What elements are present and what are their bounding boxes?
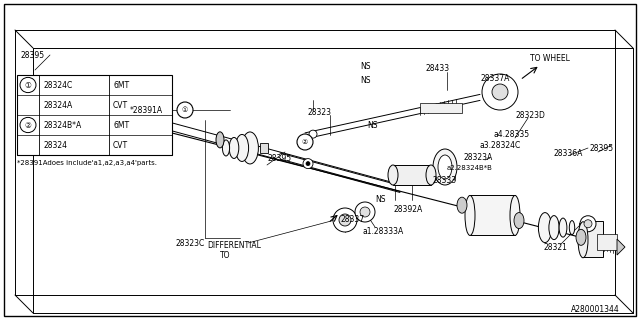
Bar: [583, 221, 603, 257]
Ellipse shape: [242, 132, 259, 164]
Text: NS: NS: [360, 61, 371, 70]
Text: 28395: 28395: [267, 154, 291, 163]
Text: ①: ①: [24, 81, 31, 90]
Ellipse shape: [388, 165, 398, 185]
Bar: [260, 143, 268, 153]
Ellipse shape: [465, 196, 475, 236]
Bar: [17, 75, 172, 155]
Text: a1.28333A: a1.28333A: [362, 228, 403, 236]
Text: *28391Adoes include'a1,a2,a3,a4'parts.: *28391Adoes include'a1,a2,a3,a4'parts.: [17, 160, 157, 166]
Text: ②: ②: [302, 139, 308, 145]
Text: 28337A: 28337A: [480, 74, 509, 83]
Ellipse shape: [570, 220, 575, 235]
Ellipse shape: [306, 162, 310, 166]
Text: 28324A: 28324A: [43, 100, 72, 109]
Ellipse shape: [339, 214, 351, 226]
Bar: [470, 196, 515, 236]
Ellipse shape: [549, 216, 559, 240]
Ellipse shape: [177, 102, 193, 118]
Ellipse shape: [303, 159, 313, 169]
Polygon shape: [27, 82, 35, 98]
Text: 28395: 28395: [590, 143, 614, 153]
Text: 28395: 28395: [20, 51, 44, 60]
Ellipse shape: [433, 149, 457, 185]
Ellipse shape: [20, 117, 36, 132]
Ellipse shape: [576, 229, 586, 245]
Text: 28323: 28323: [307, 108, 331, 116]
Text: 28321: 28321: [543, 244, 567, 252]
Text: ②: ②: [24, 121, 31, 130]
Text: 28323C: 28323C: [175, 238, 204, 247]
Text: ①: ①: [182, 107, 188, 113]
Bar: [597, 235, 617, 251]
Text: 6MT: 6MT: [113, 81, 129, 90]
Ellipse shape: [333, 208, 357, 232]
Text: a3.28324C: a3.28324C: [479, 140, 520, 149]
Bar: [579, 223, 586, 233]
Text: *28391A: *28391A: [130, 106, 163, 115]
Bar: [393, 165, 431, 185]
Text: A280001344: A280001344: [572, 306, 620, 315]
Ellipse shape: [229, 138, 239, 158]
Ellipse shape: [457, 197, 467, 213]
Text: 28324: 28324: [43, 140, 67, 149]
Text: 28392A: 28392A: [393, 205, 422, 214]
Text: NS: NS: [367, 121, 378, 130]
Polygon shape: [617, 239, 625, 255]
Ellipse shape: [578, 222, 588, 258]
Ellipse shape: [360, 207, 370, 217]
Text: 28323A: 28323A: [463, 153, 492, 162]
Text: CVT: CVT: [113, 140, 128, 149]
Ellipse shape: [426, 165, 436, 185]
Text: NS: NS: [360, 76, 371, 84]
Text: 28336A: 28336A: [553, 148, 582, 157]
Ellipse shape: [510, 196, 520, 236]
Text: 28337: 28337: [340, 215, 364, 225]
Text: 28333: 28333: [432, 175, 456, 185]
Ellipse shape: [538, 212, 552, 243]
Ellipse shape: [482, 74, 518, 110]
Ellipse shape: [492, 84, 508, 100]
Ellipse shape: [236, 134, 248, 162]
Text: 6MT: 6MT: [113, 121, 129, 130]
Bar: [420, 103, 462, 113]
Ellipse shape: [20, 77, 36, 92]
Text: a2.28324B*B: a2.28324B*B: [447, 165, 493, 171]
Text: CVT: CVT: [113, 100, 128, 109]
Ellipse shape: [584, 220, 592, 228]
Ellipse shape: [223, 140, 230, 156]
Ellipse shape: [559, 218, 567, 237]
Ellipse shape: [309, 130, 317, 138]
Ellipse shape: [580, 216, 596, 232]
Text: DIFFERENTIAL: DIFFERENTIAL: [207, 242, 261, 251]
Ellipse shape: [514, 212, 524, 228]
Text: NS: NS: [375, 196, 385, 204]
Text: a4.28335: a4.28335: [493, 130, 529, 139]
Text: TO WHEEL: TO WHEEL: [530, 53, 570, 62]
Text: 28324C: 28324C: [43, 81, 72, 90]
Ellipse shape: [297, 134, 313, 150]
Text: 28323D: 28323D: [515, 110, 545, 119]
Ellipse shape: [438, 155, 452, 179]
Ellipse shape: [355, 202, 375, 222]
Text: 28324B*A: 28324B*A: [43, 121, 81, 130]
Text: TO: TO: [220, 251, 230, 260]
Text: 28433: 28433: [425, 63, 449, 73]
Ellipse shape: [216, 132, 224, 148]
